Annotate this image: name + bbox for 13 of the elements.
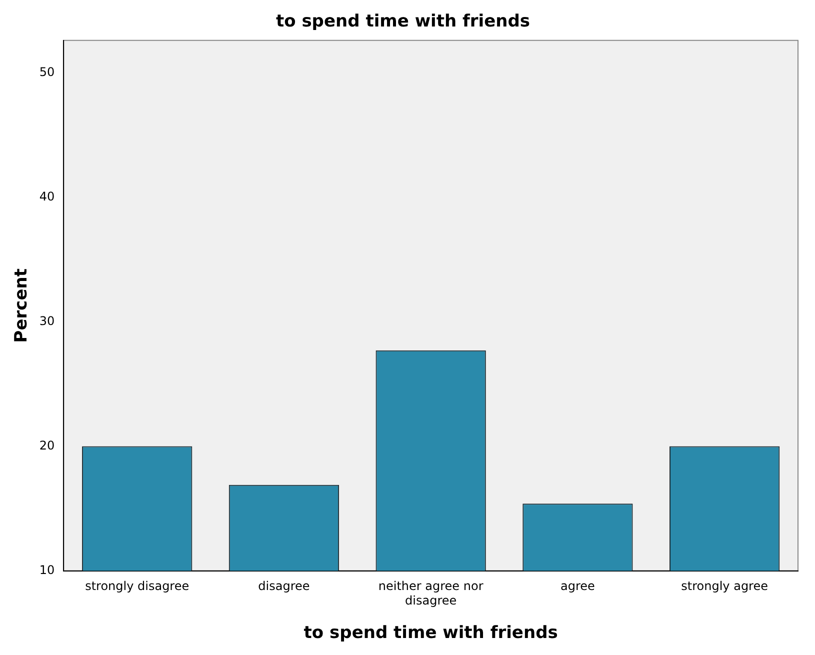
x-tick-label: disagree — [258, 579, 310, 594]
y-tick-label: 40 — [39, 189, 55, 204]
x-tick-label: strongly agree — [681, 579, 768, 594]
x-tick-label: strongly disagree — [85, 579, 190, 594]
y-tick-label: 20 — [39, 438, 55, 452]
y-axis-title: Percent — [12, 268, 32, 343]
y-tick-label: 10 — [39, 562, 55, 577]
x-tick-label: agree — [560, 579, 595, 594]
y-tick-label: 30 — [39, 314, 55, 328]
x-axis-title: to spend time with friends — [304, 623, 558, 644]
y-tick-label: 50 — [39, 64, 55, 79]
chart-title: to spend time with friends — [276, 12, 530, 32]
x-tick-label: neither agree nor disagree — [378, 579, 484, 608]
